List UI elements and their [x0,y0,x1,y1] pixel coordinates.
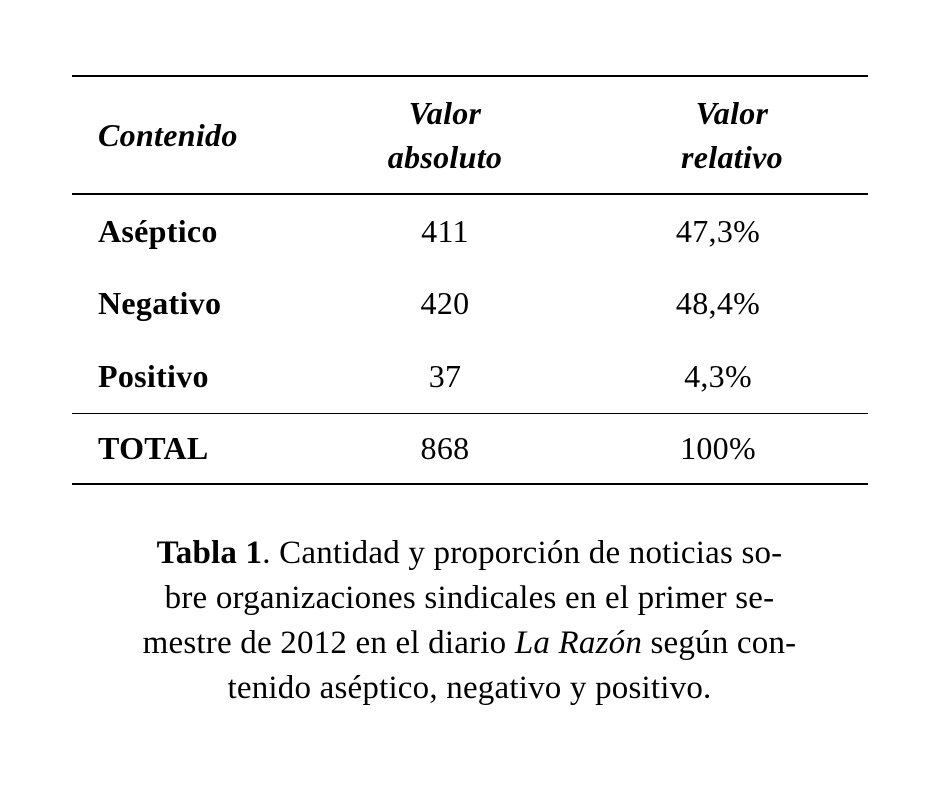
absolute-value: 37 [428,357,462,394]
absolute-value: 411 [421,212,469,249]
total-absolute-value: 868 [420,429,470,466]
total-label: TOTAL [98,429,209,466]
column-header-valor-relativo: Valor relativo [596,76,868,194]
relative-value: 48,4% [675,285,761,321]
caption-table-number: Tabla 1 [156,535,263,571]
row-label: Aséptico [98,212,218,249]
caption-line-2: bre organizaciones sindicales en el prim… [0,576,939,621]
caption-text: bre organizaciones sindicales en el prim… [164,580,775,616]
table-row-total: TOTAL 868 100% [72,413,868,484]
column-header-label: Contenido [98,116,238,153]
caption-line-4: tenido aséptico, negativo y positivo. [0,666,939,711]
caption-text: tenido aséptico, negativo y positivo. [227,670,712,706]
column-header-contenido: Contenido [72,76,294,194]
table-row-positivo: Positivo 37 4,3% [72,340,868,413]
table-header: Contenido Valor absoluto Valor relativo [72,76,868,194]
table-row-aseptico: Aséptico 411 47,3% [72,194,868,267]
absolute-value: 420 [420,285,470,321]
caption-newspaper-name: La Razón [514,625,643,661]
column-header-valor-absoluto: Valor absoluto [294,76,596,194]
table-header-row: Contenido Valor absoluto Valor relativo [72,76,868,194]
table-body: Aséptico 411 47,3% Negativo 420 48,4% Po… [72,194,868,484]
row-label: Negativo [98,285,222,321]
caption-text: mestre de 2012 en el diario [142,625,515,661]
total-relative-value: 100% [680,429,756,466]
table-caption: Tabla 1. Cantidad y proporción de notici… [0,531,939,711]
caption-line-3: mestre de 2012 en el diario La Razón seg… [0,621,939,666]
row-label: Positivo [98,357,209,394]
column-header-label: absoluto [387,139,503,175]
column-header-label: Valor [695,95,769,131]
caption-text: . Cantidad y proporción de noticias so- [262,535,783,571]
column-header-label: relativo [681,139,783,175]
relative-value: 47,3% [675,212,761,249]
column-header-label: Valor [408,95,482,131]
caption-line-1: Tabla 1. Cantidad y proporción de notici… [0,531,939,576]
caption-text: según con- [642,625,797,661]
relative-value: 4,3% [684,357,752,394]
content-statistics-table: Contenido Valor absoluto Valor relativo … [72,75,868,485]
table-row-negativo: Negativo 420 48,4% [72,267,868,340]
